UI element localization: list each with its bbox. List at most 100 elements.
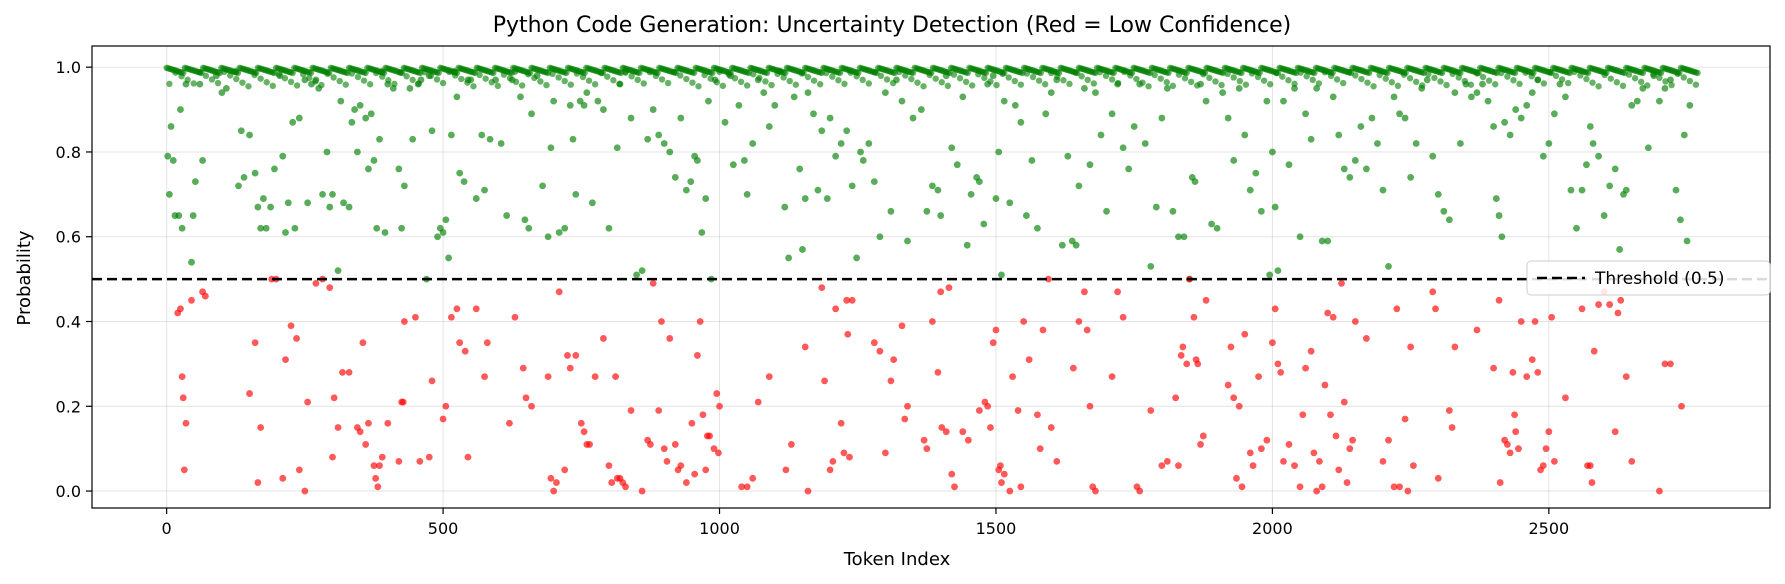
high-prob-point — [865, 80, 873, 87]
high-prob-point — [762, 78, 769, 85]
high-prob-point — [633, 271, 640, 279]
high-prob-point — [1589, 79, 1596, 86]
low-prob-point — [694, 352, 701, 359]
high-prob-point — [1445, 216, 1453, 224]
high-prob-point — [926, 71, 933, 79]
high-prob-point — [1034, 224, 1041, 232]
high-prob-point — [1191, 178, 1199, 186]
low-prob-point — [1009, 373, 1016, 381]
low-prob-point — [456, 339, 464, 347]
low-prob-point — [1588, 479, 1596, 486]
high-prob-point — [1412, 78, 1420, 86]
low-prob-point — [555, 288, 563, 296]
low-prob-point — [370, 462, 378, 470]
low-prob-point — [201, 292, 209, 300]
high-prob-point — [591, 81, 599, 88]
high-prob-point — [271, 165, 278, 173]
high-prob-point — [1023, 70, 1031, 77]
high-prob-point — [442, 216, 450, 224]
high-prob-point — [218, 89, 226, 97]
low-prob-point — [511, 313, 519, 321]
high-prob-point — [1048, 69, 1055, 77]
low-prob-point — [898, 322, 906, 330]
low-prob-point — [1075, 318, 1083, 325]
high-prob-point — [409, 135, 417, 143]
high-prob-point — [1108, 76, 1116, 83]
high-prob-point — [975, 178, 983, 186]
high-prob-point — [644, 135, 652, 143]
high-prob-point — [227, 72, 234, 79]
high-prob-point — [356, 101, 364, 109]
high-prob-point — [585, 77, 593, 84]
high-prob-point — [877, 72, 885, 80]
high-prob-point — [1512, 106, 1520, 113]
high-prob-point — [1152, 203, 1160, 211]
high-prob-point — [1141, 140, 1149, 147]
low-prob-point — [1081, 288, 1088, 296]
high-prob-point — [1041, 81, 1049, 88]
high-prob-point — [859, 76, 866, 84]
low-prob-point — [600, 335, 607, 342]
low-prob-point — [765, 373, 773, 381]
high-prob-point — [992, 195, 1000, 202]
high-prob-point — [1108, 110, 1116, 118]
low-prob-point — [1506, 449, 1514, 457]
y-axis-label: Probability — [14, 230, 35, 325]
high-prob-point — [330, 74, 337, 81]
high-prob-point — [1163, 79, 1171, 86]
low-prob-point — [837, 419, 845, 427]
high-prob-point — [1677, 216, 1684, 224]
high-prob-point — [1011, 101, 1019, 109]
high-prob-point — [1449, 70, 1456, 78]
high-prob-point — [1006, 199, 1014, 207]
low-prob-point — [461, 347, 469, 355]
high-prob-point — [555, 229, 563, 236]
high-prob-point — [425, 72, 433, 80]
low-prob-point — [948, 470, 956, 478]
low-prob-point — [564, 352, 571, 359]
high-prob-point — [837, 140, 845, 147]
low-prob-point — [1194, 360, 1202, 368]
high-prob-point — [1550, 110, 1558, 118]
low-prob-point — [696, 318, 704, 325]
high-prob-point — [841, 80, 848, 88]
high-prob-point — [1418, 84, 1426, 92]
high-prob-point — [1257, 207, 1265, 215]
high-prob-point — [1429, 152, 1437, 160]
low-prob-point — [339, 368, 346, 376]
high-prob-point — [1595, 83, 1602, 90]
x-tick-label: 1000 — [699, 519, 740, 538]
low-prob-point — [580, 428, 588, 436]
low-prob-point — [1622, 373, 1630, 381]
high-prob-point — [928, 182, 936, 190]
plot-frame — [91, 45, 1771, 509]
high-prob-point — [196, 80, 204, 88]
low-prob-point — [345, 368, 353, 376]
low-prob-point — [528, 402, 535, 410]
high-prob-point — [301, 76, 309, 84]
high-prob-point — [1183, 69, 1190, 77]
low-prob-point — [301, 487, 309, 495]
low-prob-point — [1274, 360, 1282, 368]
high-prob-point — [1096, 69, 1104, 76]
high-prob-point — [1297, 69, 1304, 76]
high-prob-point — [282, 229, 289, 236]
high-prob-point — [1017, 118, 1025, 126]
low-prob-point — [649, 279, 657, 287]
high-prob-point — [1158, 114, 1166, 122]
high-prob-point — [319, 190, 326, 198]
high-prob-point — [567, 81, 574, 88]
high-prob-point — [1668, 81, 1675, 89]
high-prob-point — [660, 140, 668, 147]
high-prob-point — [1517, 114, 1525, 122]
low-prob-point — [1316, 457, 1323, 465]
high-prob-point — [214, 79, 222, 87]
high-prob-point — [1616, 246, 1624, 253]
low-prob-point — [826, 466, 834, 474]
low-prob-point — [844, 330, 852, 338]
high-prob-point — [528, 110, 535, 118]
low-prob-point — [179, 394, 187, 402]
high-prob-point — [1511, 69, 1519, 77]
high-prob-point — [896, 68, 903, 76]
low-prob-point — [1108, 373, 1116, 381]
